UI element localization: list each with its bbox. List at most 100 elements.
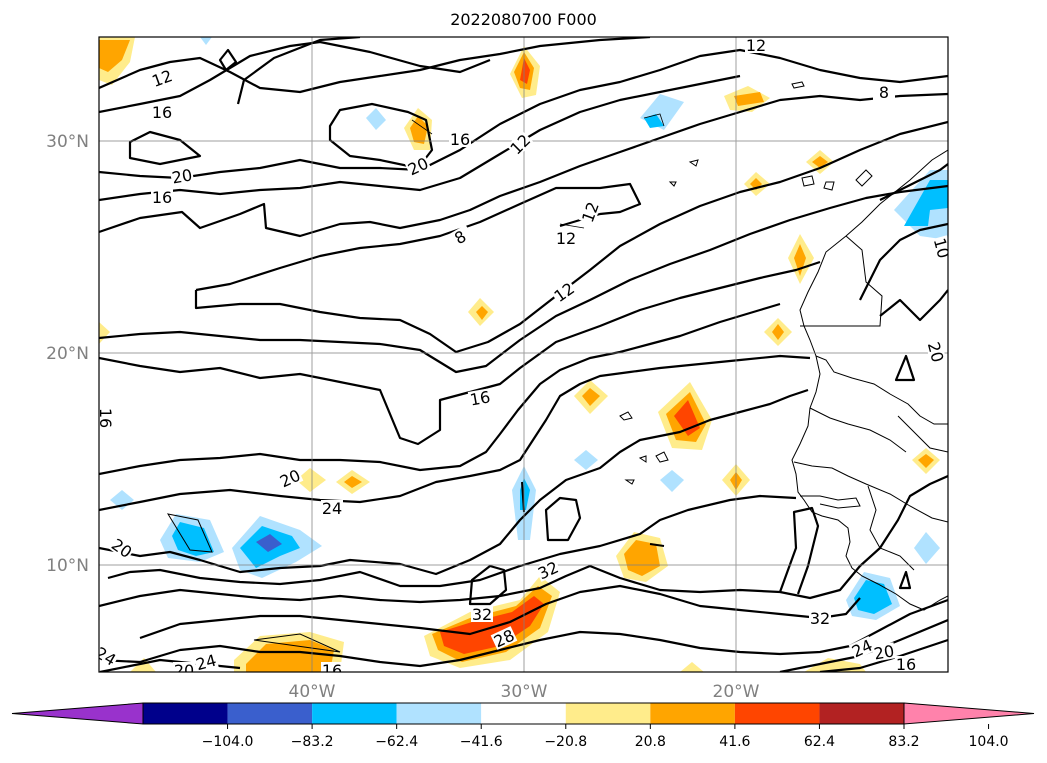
anomaly-patch	[256, 534, 282, 552]
colorbar-tick-label: −83.2	[291, 734, 334, 750]
contour-label: 16	[896, 655, 916, 674]
island	[855, 169, 873, 187]
contour-label-mask	[151, 189, 173, 205]
anomaly-patch	[582, 388, 600, 406]
contour-label: 8	[879, 83, 889, 102]
contour-label-mask	[931, 235, 948, 261]
contour-label: 24	[194, 651, 219, 675]
contour-line	[236, 37, 361, 105]
contour-line	[778, 506, 820, 595]
contour-line	[99, 48, 948, 180]
lat-tick-label: 20°N	[46, 344, 89, 364]
contour-label-mask	[925, 339, 947, 365]
colorbar-segment	[312, 703, 397, 724]
contour-label-mask	[193, 651, 219, 672]
contour-label-mask	[578, 198, 602, 226]
colorbar-tick-label: 83.2	[888, 734, 919, 750]
colorbar-segment	[396, 703, 482, 724]
anomaly-patch	[130, 658, 156, 672]
colorbar-tick-label: 104.0	[969, 734, 1009, 750]
contour-line	[879, 289, 948, 322]
island	[166, 513, 213, 553]
contour-line	[468, 564, 508, 606]
contour-label: 20	[924, 340, 948, 365]
island	[624, 479, 635, 485]
contour-label-mask	[276, 466, 304, 490]
anomaly-patch	[918, 454, 934, 468]
colorbar-tick-label: −62.4	[375, 734, 418, 750]
map-frame	[98, 36, 949, 673]
contour-label-mask	[404, 154, 432, 178]
island	[688, 159, 699, 167]
contour-label-mask	[848, 636, 876, 660]
contour-label: 20	[170, 165, 193, 187]
contour-label-mask	[321, 662, 343, 672]
coastline-border	[897, 415, 948, 453]
lon-tick-label: 20°W	[713, 682, 760, 702]
contour-line	[218, 48, 238, 72]
contour-line	[99, 260, 821, 446]
contour-label-mask	[467, 388, 493, 408]
contour-label: 12	[746, 36, 766, 55]
anomaly-patch	[520, 58, 530, 84]
contour-label: 20	[872, 641, 895, 663]
contour-label: 24	[322, 499, 342, 518]
colorbar-segment	[650, 703, 735, 724]
lon-tick-label: 40°W	[289, 682, 336, 702]
colorbar-segment	[481, 703, 566, 724]
colorbar-segment	[734, 703, 820, 724]
contour-line	[139, 584, 861, 640]
contour-line	[99, 354, 811, 512]
contour-label-mask	[108, 535, 136, 561]
colorbar-segment	[819, 703, 904, 724]
colorbar-segment	[143, 703, 228, 724]
contour-label-mask	[555, 230, 577, 246]
contour-label-mask	[550, 279, 578, 305]
contour-label-mask	[99, 407, 114, 429]
contour-label-mask	[321, 500, 343, 516]
island	[619, 411, 633, 421]
contour-line	[195, 182, 642, 292]
contour-label: 12	[556, 229, 576, 248]
contour-line	[894, 354, 916, 382]
contour-line	[819, 638, 948, 672]
anomaly-patch	[296, 468, 326, 492]
coastline-border	[800, 495, 861, 509]
anomaly-patch	[99, 40, 130, 72]
contour-label-mask	[871, 642, 897, 662]
contour-label-mask	[446, 224, 474, 250]
coastline-border	[800, 235, 883, 327]
colorbar-extend-max	[903, 702, 1035, 725]
anomaly-patch	[794, 244, 806, 276]
map-title: 2022080700 F000	[450, 10, 597, 29]
contour-label-mask	[173, 662, 195, 672]
coastline-border	[815, 355, 948, 425]
anomaly-patch	[344, 476, 362, 488]
contour-line	[99, 37, 651, 94]
island	[253, 633, 341, 653]
contour-label-mask	[169, 166, 195, 186]
contour-label-mask	[745, 37, 767, 53]
colorbar-tick-label: 41.6	[719, 734, 750, 750]
contour-line	[99, 40, 491, 114]
anomaly-patch	[366, 108, 386, 130]
contour-label-mask	[506, 130, 534, 158]
contour-line	[99, 74, 741, 202]
longitude-axis: 40°W 30°W 20°W	[289, 682, 760, 702]
anomaly-patch	[200, 37, 212, 45]
coastline-africa	[791, 149, 948, 611]
contour-line	[99, 92, 948, 238]
contour-line	[128, 130, 202, 166]
colorbar-segment	[227, 703, 313, 724]
contour-line	[328, 102, 434, 170]
contour-label: 32	[810, 609, 830, 628]
anomaly-patch	[624, 540, 660, 576]
contour-label-mask	[148, 66, 176, 90]
lat-tick-label: 30°N	[46, 132, 89, 152]
anomaly-patch	[854, 580, 892, 614]
lat-tick-label: 10°N	[46, 556, 89, 576]
contour-label: 32	[472, 605, 492, 624]
contour-label-mask	[490, 626, 518, 650]
